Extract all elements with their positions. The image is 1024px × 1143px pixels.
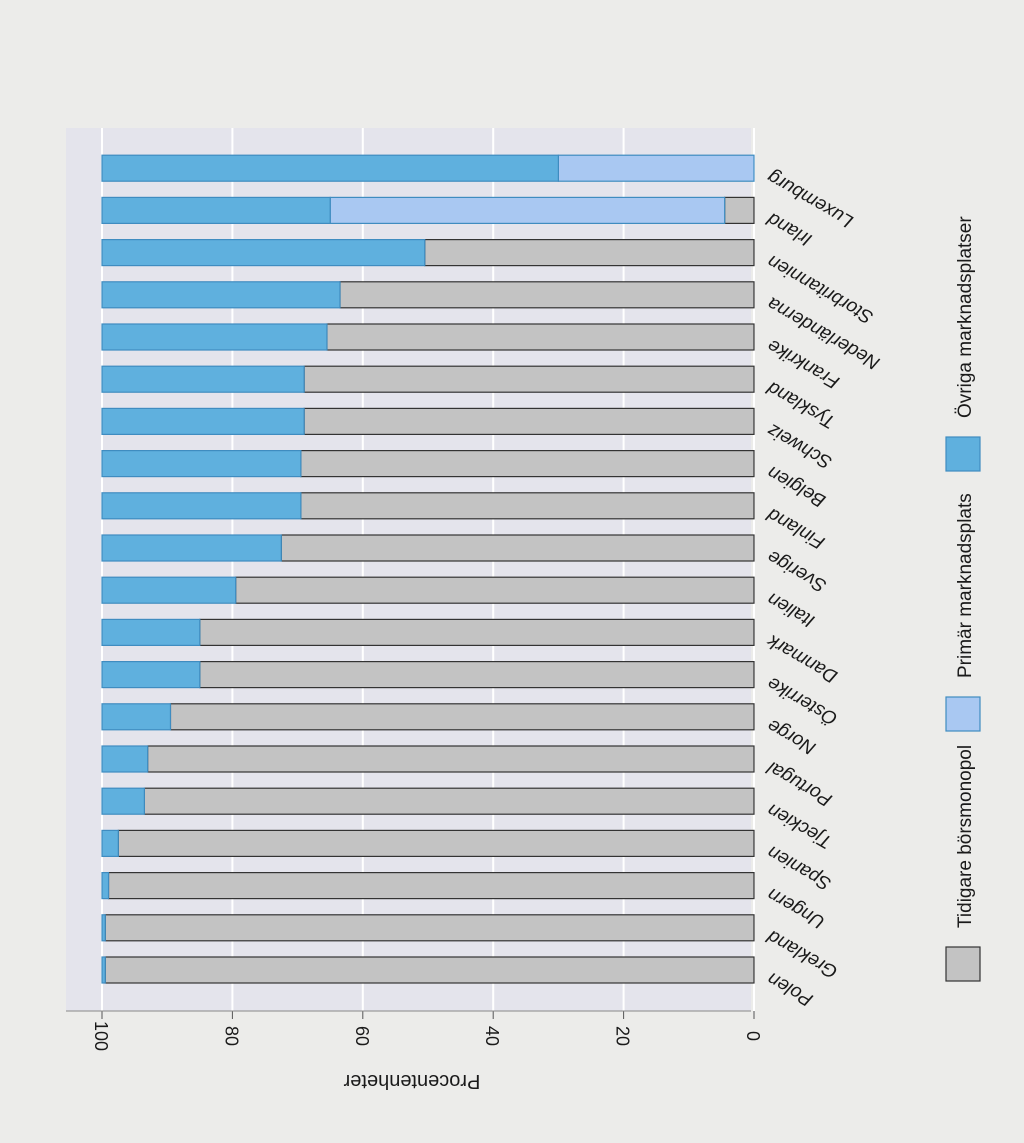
bar-0-18 — [724, 196, 755, 224]
bar-2-13 — [101, 407, 305, 435]
bar-2-11 — [101, 492, 302, 520]
bar-2-15 — [101, 323, 328, 351]
bar-0-1 — [104, 914, 755, 942]
bar-2-14 — [101, 365, 305, 393]
y-tick-label: 0 — [743, 1031, 763, 1041]
bar-2-1 — [101, 914, 106, 942]
bar-2-19 — [101, 154, 559, 182]
bar-0-7 — [199, 660, 755, 689]
y-axis: 0 20 40 60 80 100 — [66, 1010, 763, 1051]
plot-background — [66, 128, 751, 1011]
grid — [101, 128, 755, 1011]
bar-0-6 — [169, 703, 755, 731]
bars — [101, 154, 755, 984]
bar-0-5 — [147, 745, 755, 773]
bar-0-4 — [143, 787, 755, 815]
y-tick-label: 20 — [613, 1026, 633, 1046]
legend-swatch — [945, 696, 981, 732]
legend-label: Tidigare börsmonopol — [955, 745, 976, 928]
bar-2-16 — [101, 281, 341, 309]
bar-2-6 — [101, 703, 172, 731]
bar-1-19 — [557, 154, 755, 182]
bar-0-17 — [424, 239, 755, 267]
category-label: Sverige — [764, 546, 830, 596]
bar-2-9 — [101, 576, 237, 604]
bar-0-2 — [107, 871, 755, 900]
bar-2-2 — [101, 871, 110, 900]
bar-0-0 — [104, 956, 755, 984]
bar-0-9 — [235, 576, 755, 604]
bar-2-8 — [101, 618, 201, 647]
y-tick-label: 40 — [482, 1026, 502, 1046]
y-tick-label: 60 — [352, 1026, 372, 1046]
legend: Tidigare börsmonopol Primär marknadsplats… — [945, 216, 981, 982]
y-tick-label: 100 — [91, 1021, 111, 1051]
category-label: Polen — [764, 968, 817, 1010]
bar-2-0 — [101, 956, 106, 984]
legend-label: Primär marknadsplats — [955, 493, 976, 678]
category-label: Italien — [764, 588, 818, 632]
bar-0-16 — [339, 281, 755, 309]
bar-2-12 — [101, 450, 302, 478]
bar-0-10 — [280, 534, 755, 562]
bar-0-13 — [303, 407, 755, 435]
category-label: Norge — [764, 714, 819, 758]
bar-2-10 — [101, 534, 282, 562]
bar-0-15 — [326, 323, 755, 351]
bar-0-14 — [303, 365, 755, 393]
bar-2-7 — [101, 660, 201, 689]
legend-swatch — [945, 436, 981, 472]
category-label: Irland — [763, 207, 816, 250]
bar-2-5 — [101, 745, 149, 773]
y-tick-label: 80 — [221, 1026, 241, 1046]
bar-2-3 — [101, 829, 119, 858]
bar-1-18 — [329, 196, 726, 224]
legend-label: Övriga marknadsplatser — [955, 216, 976, 418]
bar-0-8 — [199, 618, 755, 647]
bar-0-11 — [300, 492, 755, 520]
bar-2-18 — [101, 196, 331, 224]
bar-2-17 — [101, 239, 426, 267]
bar-2-4 — [101, 787, 145, 815]
bar-0-12 — [300, 450, 755, 478]
y-axis-label: Procentenheter — [343, 1070, 480, 1092]
legend-swatch — [945, 946, 981, 982]
bar-0-3 — [117, 829, 755, 858]
category-labels: PolenGreklandUngernSpanienTjeckienPortug… — [763, 166, 884, 1011]
